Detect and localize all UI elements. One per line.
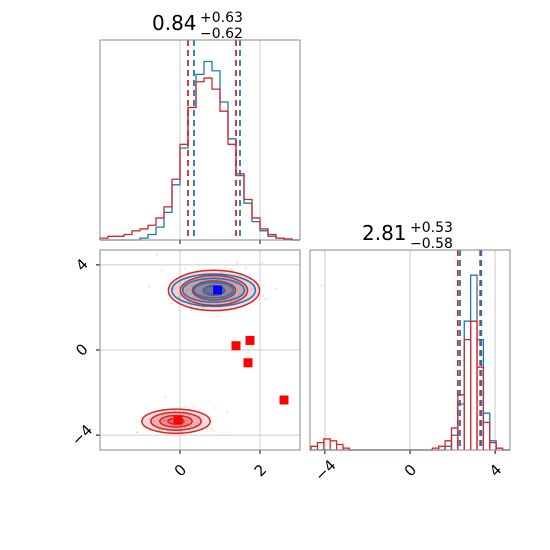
x-tick-label: 4 <box>486 461 505 480</box>
sample-dot <box>226 410 228 413</box>
sample-dot <box>227 291 230 294</box>
sample-dot <box>148 285 151 288</box>
sample-dot <box>230 300 233 303</box>
sample-dot <box>190 309 193 312</box>
sample-dot <box>191 284 193 287</box>
sample-dot <box>195 424 197 427</box>
sample-dot <box>163 419 166 422</box>
sample-dot <box>190 292 193 295</box>
blue-square-marker <box>213 285 223 295</box>
sample-dot <box>230 290 233 293</box>
sample-dot <box>264 298 267 300</box>
sample-dot <box>172 410 175 413</box>
sample-dot <box>214 276 217 278</box>
marginal-y-histogram: −4 0 4 <box>309 249 511 485</box>
sample-dot <box>201 293 204 296</box>
x-tick-label: 2 <box>251 461 270 480</box>
sample-dot <box>202 306 204 309</box>
marginal-y-title: 2.81 +0.53 −0.58 <box>362 220 453 252</box>
sample-dot <box>152 419 155 422</box>
sample-dot <box>244 267 247 269</box>
sample-dot <box>205 288 208 291</box>
sample-dot <box>183 410 185 413</box>
joint-contour-panel: 0 2 4 0 −4 <box>68 249 323 480</box>
sample-dot <box>172 288 175 291</box>
sample-dot <box>320 284 323 287</box>
sample-dot <box>220 270 223 273</box>
sample-dot <box>158 428 161 431</box>
sample-dot <box>210 288 213 291</box>
sample-dot <box>223 284 226 287</box>
sample-dot <box>235 282 238 285</box>
sample-dot <box>192 405 195 408</box>
sample-dot <box>239 274 241 277</box>
red-square-marker <box>245 335 255 345</box>
sample-dot <box>223 431 225 434</box>
sample-dot <box>184 406 187 408</box>
marginal-x-title: 0.84 +0.63 −0.62 <box>152 10 243 42</box>
sample-dot <box>250 288 253 291</box>
sample-dot <box>211 428 214 431</box>
sample-dot <box>209 427 212 430</box>
y-tick-label: −4 <box>68 421 96 449</box>
sample-dot <box>262 295 265 297</box>
sample-dot <box>230 268 233 271</box>
sample-dot <box>275 288 278 290</box>
x-tick-label: 0 <box>401 461 420 480</box>
sample-dot <box>189 425 192 427</box>
marginal-x-title-value: 0.84 <box>152 11 197 35</box>
sample-dot <box>156 253 159 256</box>
sample-dot <box>171 302 173 305</box>
marginal-y-title-plus: +0.53 <box>410 220 453 236</box>
y-tick-label: 4 <box>72 255 91 274</box>
marginal-x-title-plus: +0.63 <box>200 10 243 26</box>
sample-dot <box>136 431 138 434</box>
marginal-x-frame <box>99 39 301 241</box>
x-tick-label: 0 <box>171 461 190 480</box>
sample-dot <box>148 418 151 421</box>
sample-dot <box>261 262 264 265</box>
marginal-x-histogram <box>99 39 301 244</box>
sample-dot <box>185 289 188 292</box>
sample-dot <box>164 396 167 398</box>
sample-dot <box>185 422 188 425</box>
marginal-x-title-minus: −0.62 <box>200 26 243 42</box>
red-square-marker <box>173 415 183 425</box>
sample-dot <box>185 292 188 295</box>
sample-dot <box>215 406 217 409</box>
sample-dot <box>161 268 163 271</box>
red-square-marker <box>243 358 253 368</box>
sample-dot <box>198 409 201 412</box>
sample-dot <box>217 314 219 317</box>
y-tick-label: 0 <box>72 340 91 359</box>
sample-dot <box>185 419 188 422</box>
marginal-y-title-value: 2.81 <box>362 221 407 245</box>
marginal-y-title-minus: −0.58 <box>410 236 453 252</box>
histogram-series-1 <box>99 77 300 241</box>
sample-dot <box>187 287 190 290</box>
sample-dot <box>184 268 187 270</box>
sample-dot <box>156 419 159 421</box>
sample-dot <box>196 422 199 425</box>
red-square-marker <box>279 395 289 405</box>
sample-dot <box>193 296 195 299</box>
x-tick-label: −4 <box>311 456 339 484</box>
joint-frame <box>99 249 301 451</box>
histogram-series-1 <box>310 320 510 451</box>
histogram-series-0 <box>100 60 300 241</box>
marginal-y-frame <box>309 249 511 451</box>
sample-dot <box>236 262 239 264</box>
red-square-marker <box>231 341 241 351</box>
sample-dot <box>203 293 205 296</box>
sample-dot <box>177 296 180 299</box>
